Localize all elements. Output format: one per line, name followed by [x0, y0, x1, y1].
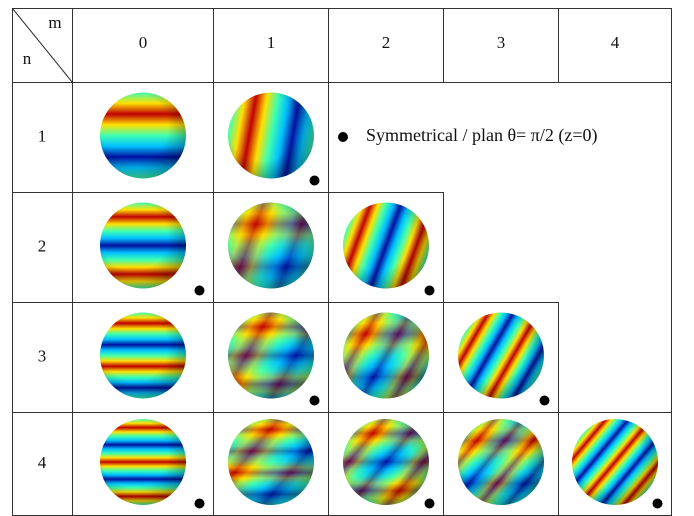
corner-diagonal: [12, 8, 73, 83]
sphere-shade: [100, 202, 186, 289]
row-header: 4: [38, 453, 47, 472]
row-header: 3: [38, 346, 47, 365]
sphere-shade: [458, 312, 544, 399]
sphere-shade: [228, 202, 314, 289]
sphere-shade: [343, 202, 429, 289]
symmetry-dot: [309, 175, 320, 186]
symmetry-dot: [194, 285, 205, 296]
column-header: 3: [497, 33, 506, 52]
legend-text: Symmetrical / plan θ= π/2 (z=0): [366, 125, 597, 146]
sphere-shade: [100, 92, 186, 179]
sphere-shade: [228, 92, 314, 179]
column-header: 4: [611, 33, 620, 52]
m-label: m: [48, 13, 61, 32]
n-label: n: [23, 49, 32, 68]
column-header: 0: [139, 33, 148, 52]
sphere-shade: [343, 312, 429, 399]
legend-dot: [338, 132, 348, 142]
symmetry-dot: [539, 395, 550, 406]
symmetry-dot: [652, 498, 663, 509]
column-header: 1: [267, 33, 276, 52]
row-header: 2: [38, 236, 47, 255]
symmetry-dot: [194, 498, 205, 509]
sphere-shade: [228, 419, 314, 505]
sphere-shade: [100, 419, 186, 505]
sphere-shade: [458, 419, 544, 505]
symmetry-dot: [309, 395, 320, 406]
sphere-shade: [343, 419, 429, 505]
symmetry-dot: [424, 498, 435, 509]
column-header: 2: [382, 33, 391, 52]
sphere-shade: [228, 312, 314, 399]
sphere-shade: [572, 419, 658, 505]
row-header: 1: [38, 126, 47, 145]
symmetry-dot: [424, 285, 435, 296]
sphere-shade: [100, 312, 186, 399]
